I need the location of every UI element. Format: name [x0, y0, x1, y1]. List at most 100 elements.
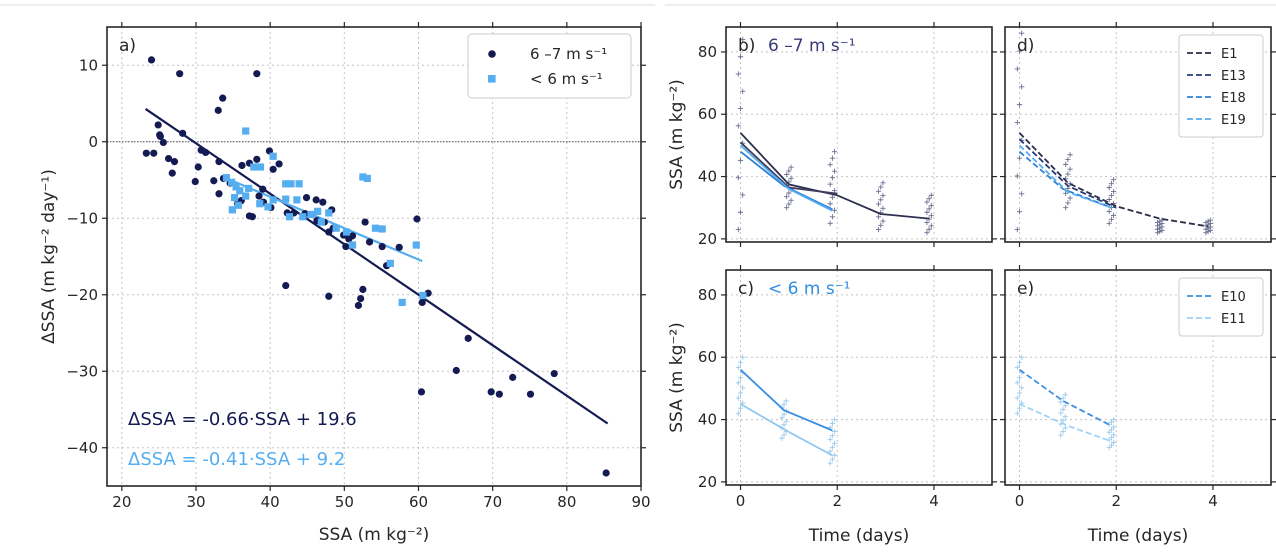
panel-a: 20 30 40 50 60 70 80 90 −40 −30 −20 −10 0 10 a) 6 –7 m …	[39, 22, 651, 545]
legend: 6 –7 m s⁻¹ < 6 m s⁻¹	[467, 33, 632, 99]
measurement-marker	[737, 54, 744, 60]
measurement-marker	[1108, 434, 1114, 441]
scatter-point-circle	[275, 160, 283, 168]
measurement-marker	[781, 411, 787, 418]
measurement-marker	[832, 207, 838, 213]
measurement-marker	[1108, 442, 1114, 448]
measurement-marker	[784, 205, 790, 211]
measurement-marker	[827, 220, 833, 226]
measurement-marker	[1016, 155, 1023, 161]
series-line	[739, 150, 833, 211]
panel-c: 0 2 4 20 40 60 80 c) < 6 m s⁻¹ Time (days) SSA (m …	[667, 265, 997, 546]
scatter-point-circle	[325, 228, 333, 236]
measurement-marker	[880, 180, 886, 186]
measurement-marker	[737, 209, 744, 215]
measurement-marker	[878, 222, 884, 228]
measurement-marker	[1106, 208, 1112, 215]
measurement-marker	[1111, 424, 1117, 430]
measurement-marker	[875, 201, 882, 207]
measurement-marker	[737, 359, 744, 365]
measurement-marker	[788, 197, 794, 203]
x-tick-label: 2	[1111, 492, 1121, 510]
x-axis-label: SSA (m kg⁻²)	[319, 525, 430, 545]
measurement-marker	[924, 199, 930, 205]
measurement-marker	[926, 226, 932, 232]
scatter-point-circle	[238, 161, 246, 170]
scatter-point-circle	[168, 169, 176, 177]
legend-label: 6 –7 m s⁻¹	[530, 45, 607, 63]
scatter-point-square	[314, 207, 322, 215]
measurement-marker	[928, 213, 934, 219]
series-line	[1018, 138, 1117, 209]
measurement-marker	[740, 385, 746, 391]
measurement-marker	[1111, 416, 1117, 423]
measurement-marker	[1019, 354, 1025, 360]
scatter-point-circle	[170, 158, 179, 166]
scatter-point-square	[371, 224, 380, 232]
measurement-marker	[829, 155, 835, 161]
measurement-marker	[1019, 191, 1025, 197]
measurement-marker	[1014, 119, 1020, 126]
scatter-point-square	[250, 163, 258, 171]
scatter-point-square	[419, 291, 427, 300]
measurement-marker	[735, 364, 741, 371]
measurement-marker	[735, 410, 741, 416]
measurement-marker	[829, 214, 835, 220]
plot-frame	[106, 26, 642, 487]
measurement-marker	[832, 452, 838, 458]
x-axis-label: Time (days)	[808, 526, 909, 546]
scatter-point-square	[342, 228, 351, 236]
scatter-point-circle	[452, 366, 460, 375]
measurement-marker	[829, 432, 835, 439]
series-line	[1019, 403, 1112, 443]
scatter-point-circle	[147, 56, 156, 64]
measurement-marker	[829, 420, 835, 427]
measurement-marker	[788, 175, 794, 181]
scatter-point-circle	[342, 242, 350, 251]
scatter-point-square	[285, 213, 294, 221]
scatter-point-square	[386, 259, 394, 267]
scatter-point-square	[287, 180, 295, 188]
x-tick-label: 60	[409, 493, 428, 511]
scatter-point-square	[295, 180, 303, 188]
series-line	[1018, 144, 1112, 209]
scatter-point-circle	[215, 158, 223, 166]
legend-label: E19	[1221, 113, 1246, 128]
measurement-marker	[737, 375, 744, 381]
measurement-marker	[1060, 417, 1066, 424]
measurement-marker	[1014, 364, 1020, 371]
y-tick-label: 80	[698, 286, 717, 304]
measurement-marker	[1058, 410, 1064, 416]
y-tick-label: 60	[698, 105, 717, 123]
scatter-point-circle	[156, 131, 164, 139]
series-line	[739, 132, 930, 220]
measurement-marker	[1205, 218, 1211, 224]
measurement-marker	[740, 36, 746, 43]
measurement-marker	[827, 460, 833, 466]
plot-frame	[1004, 26, 1272, 243]
panel-d: d) E1 E13 E18 E19	[1000, 22, 1276, 247]
measurement-marker	[1065, 171, 1071, 177]
scatter-point-circle	[464, 334, 472, 342]
x-tick-label: 70	[483, 493, 502, 511]
scatter-point-circle	[159, 138, 167, 147]
measurement-marker	[786, 168, 792, 174]
y-tick-label: −10	[66, 209, 98, 227]
scatter-point-circle	[154, 121, 162, 129]
measurement-marker	[1067, 152, 1073, 158]
fit-equation: ΔSSA = -0.41·SSA + 9.2	[128, 449, 345, 470]
y-tick-label: 10	[79, 56, 98, 74]
panel-title: < 6 m s⁻¹	[768, 279, 850, 299]
scatter-point-circle	[365, 238, 374, 246]
scatter-point-circle	[253, 155, 261, 163]
y-axis-label: SSA (m kg⁻²)	[667, 322, 687, 433]
measurement-marker	[926, 196, 932, 202]
scatter-point-circle	[179, 129, 187, 137]
plot-frame	[725, 26, 993, 243]
measurement-marker	[735, 175, 741, 181]
measurement-marker	[1203, 219, 1209, 226]
measurement-marker	[1060, 428, 1066, 435]
legend-marker-square	[488, 75, 496, 83]
scatter-point-circle	[253, 70, 261, 78]
